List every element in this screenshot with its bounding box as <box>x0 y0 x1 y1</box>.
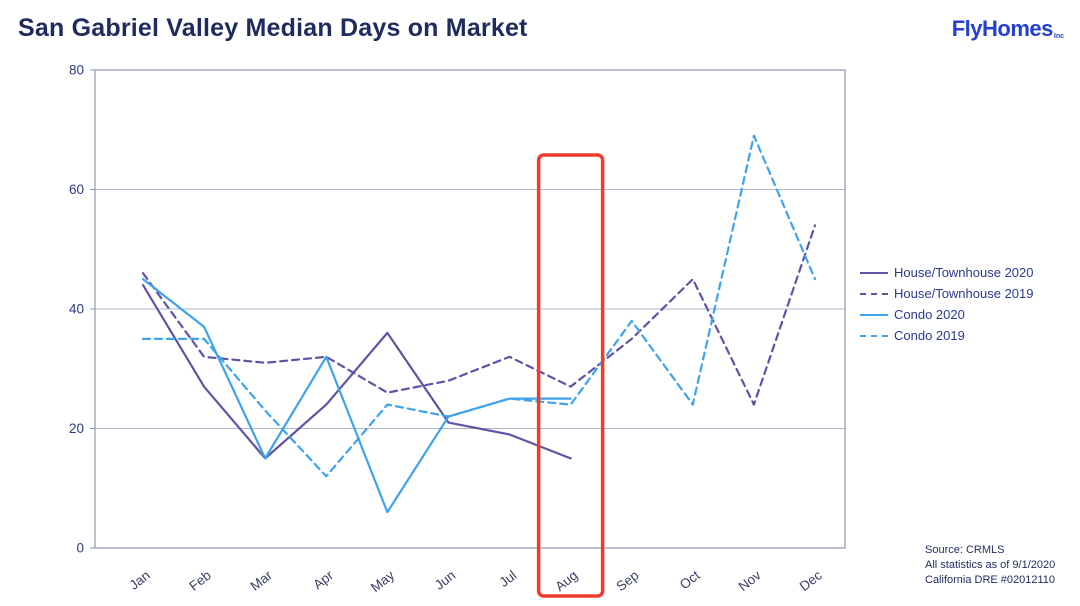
legend: House/Townhouse 2020 House/Townhouse 2019… <box>860 262 1034 346</box>
x-axis-label: Aug <box>552 568 580 595</box>
source-note: Source: CRMLS All statistics as of 9/1/2… <box>925 543 1055 588</box>
y-axis-label: 80 <box>69 63 84 78</box>
legend-label: House/Townhouse 2020 <box>894 265 1034 280</box>
legend-line-sample <box>860 271 888 274</box>
x-axis-label: Jun <box>432 568 458 593</box>
legend-line-sample <box>860 334 888 337</box>
plot-border <box>94 69 846 549</box>
legend-item-house-townhouse-2020: House/Townhouse 2020 <box>860 262 1034 283</box>
x-axis-label: Jan <box>126 568 152 593</box>
legend-item-house-townhouse-2019: House/Townhouse 2019 <box>860 283 1034 304</box>
logo-suffix: Inc <box>1053 33 1064 40</box>
x-axis-label: Oct <box>677 567 703 592</box>
y-axis-label: 40 <box>69 302 84 317</box>
legend-line-sample <box>860 313 888 316</box>
x-axis-label: Mar <box>247 567 275 593</box>
x-axis-label: Sep <box>613 568 641 595</box>
series-line-condo-2020 <box>141 278 572 514</box>
page-title: San Gabriel Valley Median Days on Market <box>18 14 528 42</box>
line-chart: 0 20 40 60 80 Jan Feb Mar Apr May Jun Jul Aug Sep Oct N… <box>69 63 846 598</box>
x-axis-label: Feb <box>186 568 214 594</box>
series-line-condo-2019 <box>141 134 817 478</box>
legend-line-sample <box>860 292 888 295</box>
legend-label: Condo 2019 <box>894 328 965 343</box>
highlight-box <box>536 153 605 598</box>
x-axis-label: May <box>368 567 398 595</box>
legend-label: Condo 2020 <box>894 307 965 322</box>
y-axis-label: 20 <box>69 421 84 436</box>
flyhomes-logo: FlyHomes Inc <box>952 16 1064 42</box>
legend-item-condo-2020: Condo 2020 <box>860 304 1034 325</box>
x-axis-label: Nov <box>736 567 764 594</box>
x-axis-label: Jul <box>497 568 520 590</box>
series-line-house-townhouse-2020 <box>141 284 572 460</box>
legend-label: House/Townhouse 2019 <box>894 286 1034 301</box>
x-axis-label: Apr <box>310 567 336 592</box>
series-line-house-townhouse-2019 <box>141 224 817 406</box>
x-axis-label: Dec <box>797 567 825 594</box>
source-line: California DRE #02012110 <box>925 574 1056 586</box>
source-line: Source: CRMLS <box>925 544 1005 556</box>
y-axis-label: 0 <box>76 541 84 556</box>
legend-item-condo-2019: Condo 2019 <box>860 325 1034 346</box>
logo-text: FlyHomes <box>951 16 1054 41</box>
y-axis-label: 60 <box>69 182 84 197</box>
source-line: All statistics as of 9/1/2020 <box>925 559 1056 571</box>
